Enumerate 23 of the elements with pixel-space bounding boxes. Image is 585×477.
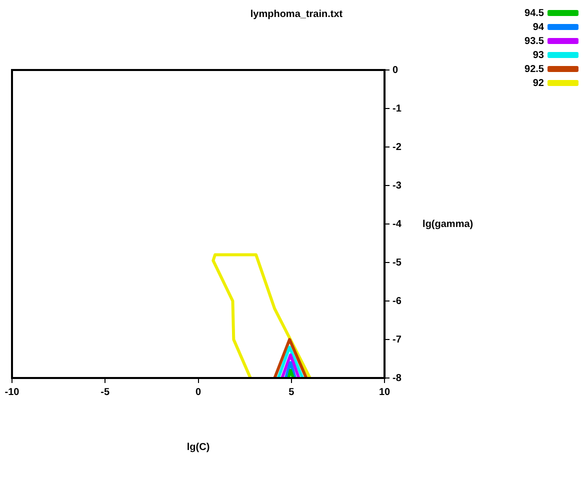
x-tick-label: -5 — [100, 386, 110, 398]
y-tick-label: -3 — [392, 180, 402, 192]
x-tick-label: 5 — [288, 386, 295, 398]
y-tick-label: -6 — [392, 296, 402, 307]
y-tick-label: 0 — [392, 64, 399, 76]
x-tick-label: 0 — [195, 386, 202, 398]
legend-label: 92 — [532, 78, 544, 89]
x-tick-label: -10 — [4, 386, 20, 398]
legend-label: 94.5 — [524, 8, 544, 19]
y-tick-label: -4 — [392, 218, 402, 230]
x-axis-title: lg(C) — [186, 442, 210, 453]
x-tick-label: 10 — [378, 386, 391, 398]
y-tick-label: -5 — [392, 257, 402, 268]
legend-label: 94 — [532, 22, 544, 33]
y-tick-label: -7 — [392, 334, 402, 346]
y-tick-label: -8 — [392, 372, 402, 384]
y-tick-label: -1 — [392, 103, 402, 114]
legend-label: 93 — [532, 50, 544, 61]
legend-label: 92.5 — [524, 64, 544, 75]
y-axis-title: lg(gamma) — [422, 218, 474, 230]
chart-title: lymphoma_train.txt — [250, 8, 344, 20]
y-tick-label: -2 — [392, 142, 402, 153]
legend-label: 93.5 — [524, 36, 544, 47]
